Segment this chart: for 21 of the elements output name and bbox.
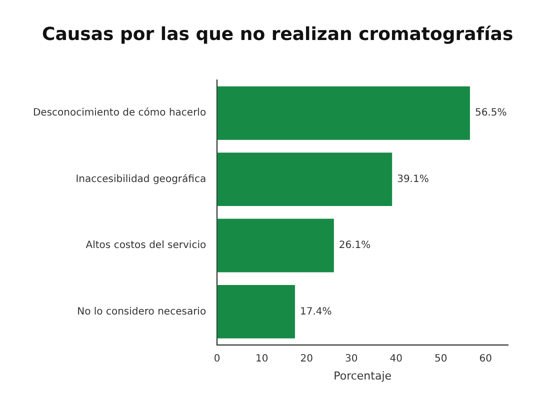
y-tick-label: Inaccesibilidad geográfica <box>76 174 206 185</box>
bar <box>217 152 392 206</box>
data-label: 17.4% <box>300 306 332 318</box>
x-tick-label: 10 <box>255 353 268 364</box>
bar <box>217 218 334 272</box>
x-tick-label: 60 <box>479 353 492 364</box>
y-tick-label: Desconocimiento de cómo hacerlo <box>32 108 206 119</box>
data-label: 56.5% <box>474 108 507 119</box>
x-axis-title: Porcentaje <box>334 369 392 382</box>
y-tick-label: No lo considero necesario <box>77 306 206 318</box>
x-tick-label: 50 <box>434 353 448 364</box>
bar <box>217 86 470 140</box>
x-tick-label: 30 <box>344 353 358 364</box>
bar <box>217 284 295 338</box>
chart-title: Causas por las que no realizan cromatografías <box>42 24 514 45</box>
x-tick-label: 40 <box>390 353 402 364</box>
x-tick-label: 20 <box>300 353 313 364</box>
y-tick-label: Altos costos del servicio <box>86 240 206 252</box>
data-label: 39.1% <box>397 174 429 185</box>
x-tick-label: 0 <box>214 353 220 364</box>
data-label: 26.1% <box>338 240 371 252</box>
